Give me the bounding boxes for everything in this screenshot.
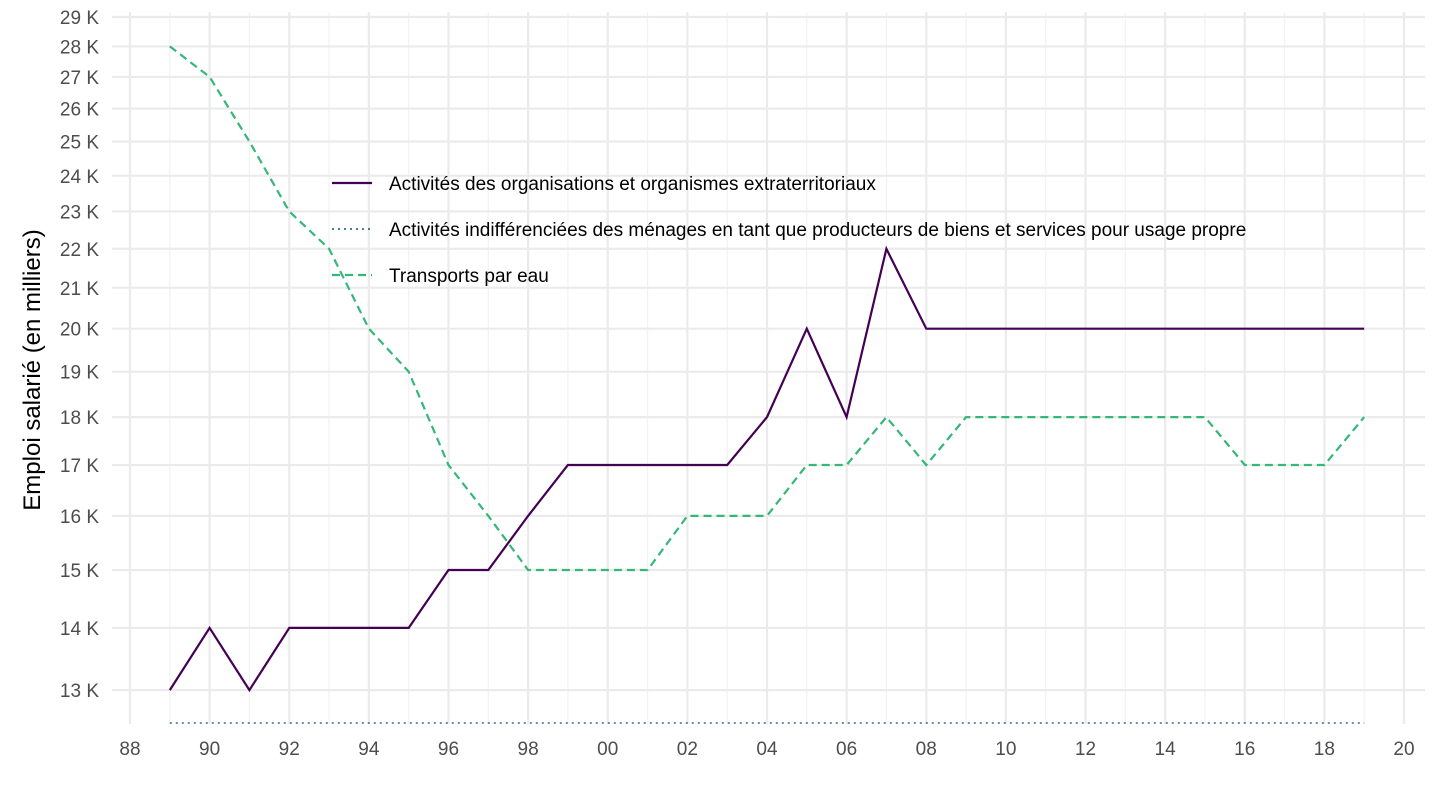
y-tick-label: 20 K [60, 320, 99, 341]
x-tick-label: 18 [1314, 739, 1335, 760]
legend-label-3: Transports par eau [389, 266, 549, 287]
y-tick-label: 29 K [60, 8, 99, 29]
x-tick-label: 20 [1393, 739, 1414, 760]
y-tick-label: 26 K [60, 100, 99, 121]
y-tick-label: 24 K [60, 167, 99, 188]
y-tick-label: 16 K [60, 507, 99, 528]
legend-label-1: Activités des organisations et organisme… [389, 174, 876, 195]
x-tick-label: 04 [756, 739, 778, 760]
y-tick-label: 14 K [60, 619, 99, 640]
grid-lines [112, 12, 1425, 724]
x-tick-label: 94 [358, 739, 380, 760]
x-tick-label: 06 [836, 739, 857, 760]
legend: Activités des organisations et organisme… [332, 174, 1246, 287]
y-axis-ticks: 13 K 14 K 15 K 16 K 17 K 18 K 19 K 20 K 21 K 22 K… [60, 8, 99, 702]
series-layer [168, 45, 1366, 724]
series-line-3 [169, 45, 1366, 572]
x-tick-label: 02 [677, 739, 698, 760]
x-axis-ticks: 88 90 92 94 96 98 00 02 04 06 08 10 12 14 16 18 20 [119, 739, 1414, 760]
x-tick-label: 90 [199, 739, 220, 760]
y-tick-label: 22 K [60, 240, 99, 261]
x-tick-label: 14 [1155, 739, 1177, 760]
y-tick-label: 27 K [60, 68, 99, 89]
x-tick-label: 16 [1234, 739, 1255, 760]
y-tick-label: 18 K [60, 408, 99, 429]
x-tick-label: 92 [279, 739, 300, 760]
x-tick-label: 10 [995, 739, 1016, 760]
y-axis-label: Emploi salarié (en milliers) [19, 229, 46, 510]
y-tick-label: 17 K [60, 456, 99, 477]
y-tick-label: 25 K [60, 133, 99, 154]
x-tick-label: 00 [597, 739, 618, 760]
y-tick-label: 21 K [60, 279, 99, 300]
x-tick-label: 12 [1075, 739, 1096, 760]
series-line-1 [168, 245, 1365, 693]
x-tick-label: 96 [438, 739, 459, 760]
x-tick-label: 88 [119, 739, 140, 760]
y-tick-label: 15 K [60, 561, 99, 582]
y-tick-label: 13 K [60, 681, 99, 702]
y-tick-label: 19 K [60, 363, 99, 384]
x-tick-label: 98 [518, 739, 539, 760]
legend-label-2: Activités indifférenciées des ménages en… [389, 220, 1246, 241]
y-tick-label: 28 K [60, 37, 99, 58]
x-tick-label: 08 [916, 739, 937, 760]
y-tick-label: 23 K [60, 202, 99, 223]
